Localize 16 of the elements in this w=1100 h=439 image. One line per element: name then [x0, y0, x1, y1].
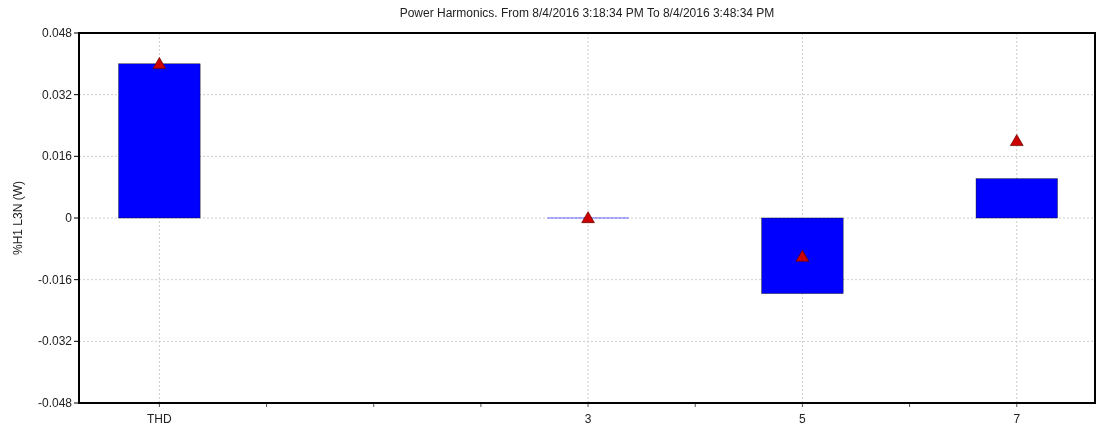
chart-title: Power Harmonics. From 8/4/2016 3:18:34 PM To 8/4/2016 3:48:34 PM [399, 6, 775, 20]
y-axis-title: %H1 L3N (W) [11, 180, 25, 256]
y-tick-label: 0 [65, 211, 73, 225]
y-tick-label: 0.048 [41, 26, 73, 40]
y-tick-label: 0.016 [41, 149, 73, 164]
y-tick-label: -0.032 [37, 334, 73, 349]
bar [118, 63, 201, 219]
y-tick-label: -0.016 [37, 272, 73, 287]
y-tick-label: -0.048 [37, 396, 73, 410]
x-tick-label: 7 [1013, 412, 1021, 426]
y-tick-label: 0.032 [41, 87, 73, 102]
x-tick-label: 5 [799, 412, 807, 426]
x-tick-label: THD [147, 412, 173, 426]
bar [975, 178, 1058, 219]
x-tick-label: 3 [584, 412, 592, 426]
bar [761, 217, 844, 294]
